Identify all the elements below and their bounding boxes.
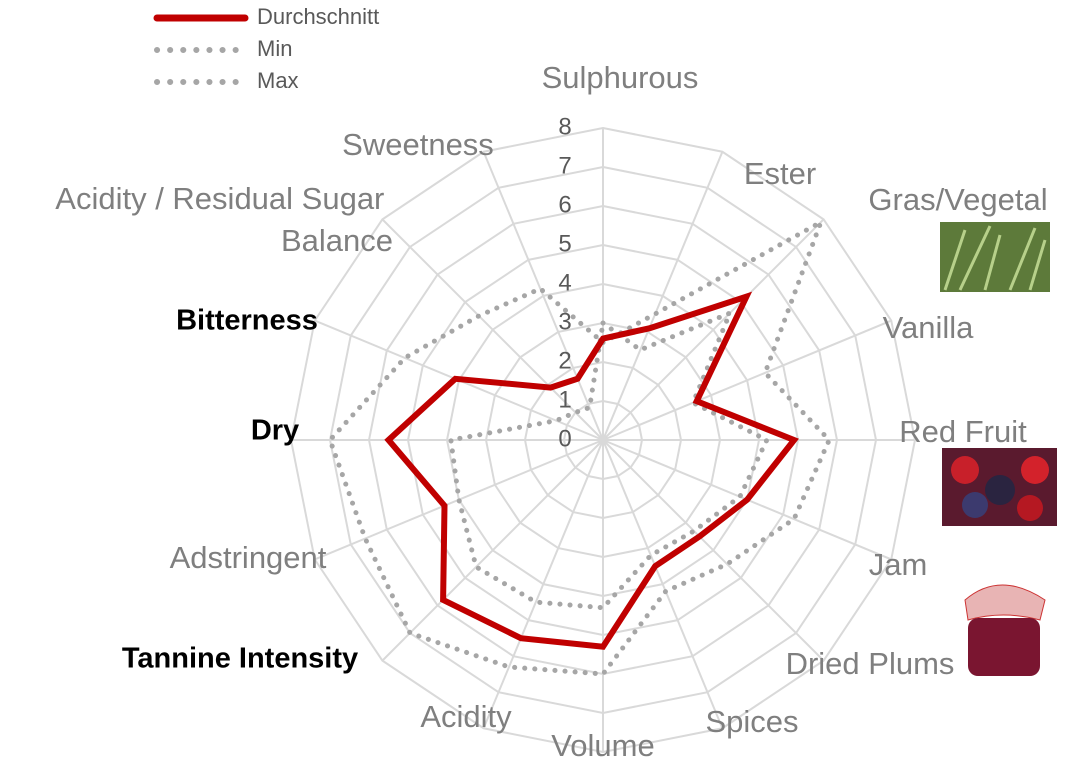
category-label: Bitterness — [176, 305, 318, 337]
category-label: Jam — [869, 547, 928, 582]
category-label: Sulphurous — [542, 60, 699, 95]
spoke — [603, 152, 722, 440]
category-label: Spices — [705, 704, 798, 739]
category-label: Dry — [251, 415, 299, 447]
category-label: Dried Plums — [786, 646, 955, 681]
r-tick-label: 6 — [558, 191, 571, 218]
r-tick-label: 5 — [558, 230, 571, 257]
spoke — [603, 440, 722, 728]
r-tick-label: 4 — [558, 269, 571, 296]
category-label: Adstringent — [170, 540, 327, 575]
berry — [1017, 495, 1043, 521]
r-tick-label: 0 — [558, 425, 571, 452]
r-tick-label: 3 — [558, 308, 571, 335]
jam-jar — [968, 618, 1040, 676]
r-tick-label: 1 — [558, 386, 571, 413]
spoke — [484, 152, 603, 440]
category-label: Acidity / Residual Sugar Balance — [55, 181, 393, 258]
berry — [951, 456, 979, 484]
berry — [1021, 456, 1049, 484]
category-label: Sweetness — [342, 127, 494, 162]
berry — [962, 492, 988, 518]
category-label: Tannine Intensity — [122, 643, 358, 675]
legend-label: Durchschnitt — [257, 4, 379, 29]
page: 0 1 2 3 4 5 6 7 8 Sulphurous Ester Gras/Vegetal Vani… — [0, 0, 1077, 768]
category-label: Gras/Vegetal — [868, 182, 1047, 217]
legend-label: Max — [257, 68, 299, 93]
r-tick-label: 7 — [558, 152, 571, 179]
r-tick-label: 2 — [558, 347, 571, 374]
spoke — [484, 440, 603, 728]
category-label: Volume — [551, 728, 654, 763]
legend-label: Min — [257, 36, 292, 61]
jam-cloth — [965, 585, 1045, 620]
category-label: Vanilla — [883, 310, 975, 345]
category-label: Red Fruit — [899, 414, 1027, 449]
r-tick-label: 8 — [558, 113, 571, 140]
category-label: Ester — [744, 156, 816, 191]
berry — [985, 475, 1015, 505]
category-label: Acidity — [420, 699, 512, 734]
chart: 0 1 2 3 4 5 6 7 8 Sulphurous Ester Gras/Vegetal Vani… — [0, 0, 1077, 763]
